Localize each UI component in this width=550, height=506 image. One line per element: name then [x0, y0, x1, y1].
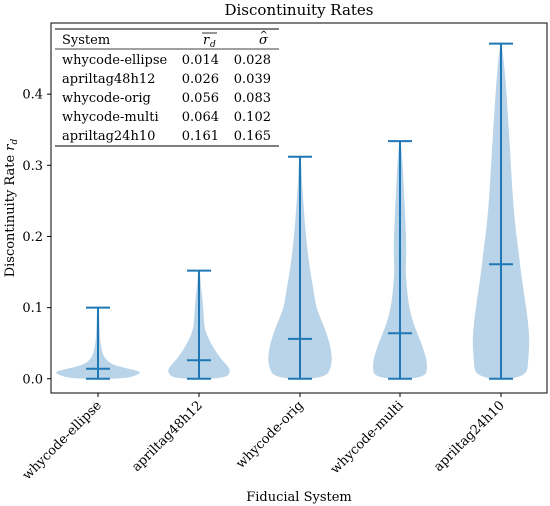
table-header-mean-r: r [203, 33, 210, 48]
x-axis-label: Fiducial System [246, 490, 352, 505]
table-cell-sigma: 0.083 [234, 91, 271, 106]
y-tick-label: 0.3 [22, 159, 43, 174]
y-axis-label-text: Discontinuity Rate rd [3, 138, 20, 277]
y-tick-label: 0.0 [22, 372, 43, 387]
x-tick-label: apriltag48h12 [129, 398, 206, 475]
table-cell-mean: 0.056 [182, 91, 219, 106]
table-cell-sigma: 0.028 [234, 53, 271, 68]
table-cell-system: apriltag24h10 [62, 129, 155, 144]
y-axis-label: Discontinuity Rate rd [3, 138, 20, 277]
whiskers-layer [86, 42, 513, 380]
x-tick-label: whycode-multi [328, 398, 407, 477]
table-cell-sigma: 0.039 [234, 72, 271, 87]
stats-table: System r d σ ^ whycode-ellipse 0.014 0.028… [55, 28, 279, 147]
table-header-sigma-symbol: σ [259, 33, 269, 48]
chart-title: Discontinuity Rates [224, 1, 373, 19]
table-cell-mean: 0.064 [182, 110, 219, 125]
table-cell-system: whycode-orig [62, 91, 151, 106]
table-header-sigma: σ ^ [259, 30, 269, 48]
table-cell-mean: 0.161 [182, 129, 219, 144]
table-rows: whycode-ellipse 0.014 0.028 apriltag48h12 0.… [62, 53, 271, 144]
x-tick-label: apriltag24h10 [431, 398, 508, 475]
y-tick-label: 0.1 [22, 301, 43, 316]
y-axis-ticks: 0.0 0.1 0.2 0.3 0.4 [22, 88, 51, 387]
table-cell-sigma: 0.165 [234, 129, 271, 144]
table-cell-mean: 0.026 [182, 72, 219, 87]
table-cell-sigma: 0.102 [234, 110, 271, 125]
table-cell-system: whycode-ellipse [62, 53, 168, 68]
y-tick-label: 0.4 [22, 88, 43, 103]
table-header-system: System [62, 33, 110, 48]
x-tick-label: whycode-ellipse [20, 398, 105, 483]
plot-frame [50, 22, 548, 394]
table-header-mean: r d [202, 32, 217, 50]
table-cell-system: whycode-multi [62, 110, 159, 125]
table-cell-mean: 0.014 [182, 53, 219, 68]
table-header-sigma-hat: ^ [260, 30, 268, 41]
table-cell-system: apriltag48h12 [62, 72, 155, 87]
x-axis-ticks: whycode-ellipse apriltag48h12 whycode-orig… [20, 393, 508, 483]
y-tick-label: 0.2 [22, 230, 43, 245]
table-header-mean-sub: d [210, 40, 216, 50]
x-tick-label: whycode-orig [233, 398, 306, 471]
